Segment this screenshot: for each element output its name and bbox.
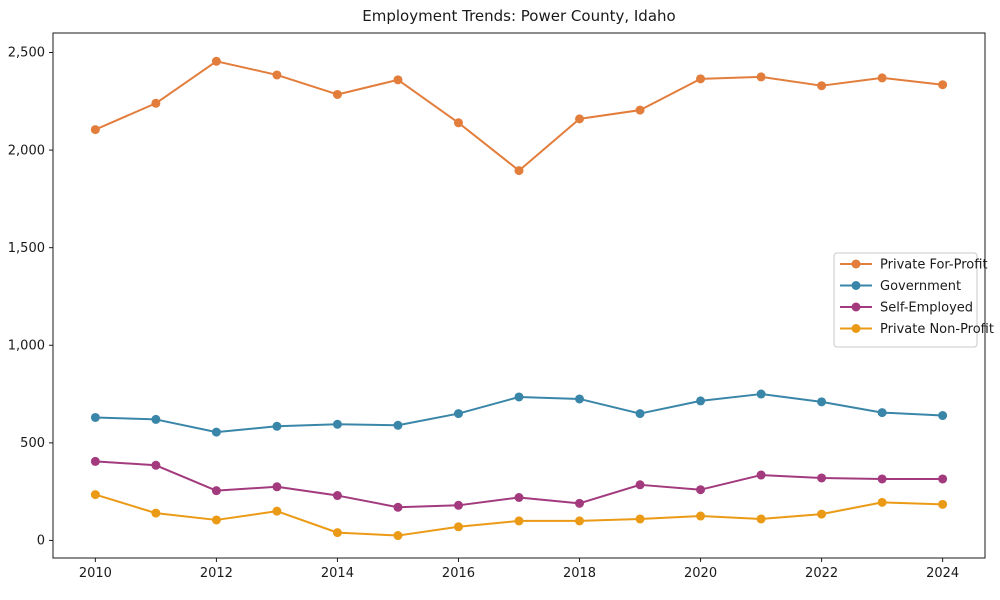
- x-tick-label: 2022: [805, 566, 838, 581]
- data-point: [938, 499, 948, 509]
- data-point: [756, 72, 766, 82]
- x-tick-label: 2016: [442, 566, 475, 581]
- legend-label: Government: [880, 279, 961, 294]
- data-point: [90, 412, 100, 422]
- data-point: [817, 509, 827, 519]
- data-point: [332, 419, 342, 429]
- data-point: [453, 118, 463, 128]
- data-point: [575, 114, 585, 124]
- data-point: [938, 411, 948, 421]
- data-point: [877, 474, 887, 484]
- legend: Private For-Profit Government Self-Employe…: [833, 252, 994, 348]
- data-point: [453, 522, 463, 532]
- data-point: [514, 392, 524, 402]
- data-point: [453, 500, 463, 510]
- data-point: [756, 389, 766, 399]
- data-point: [696, 511, 706, 521]
- data-point: [817, 473, 827, 483]
- data-point: [696, 396, 706, 406]
- data-point: [817, 397, 827, 407]
- data-point: [938, 474, 948, 484]
- y-tick-label: 500: [20, 436, 45, 451]
- data-point: [90, 125, 100, 135]
- data-point: [696, 485, 706, 495]
- y-tick-label: 1,500: [8, 241, 45, 256]
- data-point: [635, 105, 645, 115]
- plot-area: 0 500 1,000 1,500 2,000 2,500 2010 2012 2014 2016…: [8, 32, 994, 581]
- data-point: [272, 70, 282, 80]
- data-point: [575, 516, 585, 526]
- legend-swatch-marker: [851, 324, 861, 333]
- data-point: [575, 394, 585, 404]
- legend-swatch-marker: [851, 302, 861, 312]
- y-tick-label: 2,500: [8, 46, 45, 61]
- legend-label: Private For-Profit: [880, 257, 988, 272]
- data-point: [393, 75, 403, 85]
- data-point: [151, 508, 161, 518]
- x-tick-label: 2024: [926, 566, 959, 581]
- y-tick-label: 2,000: [8, 143, 45, 158]
- data-point: [151, 98, 161, 108]
- data-point: [211, 515, 221, 525]
- y-tick-label: 0: [37, 534, 45, 549]
- data-point: [90, 490, 100, 500]
- data-point: [211, 486, 221, 496]
- x-tick-label: 2020: [684, 566, 717, 581]
- data-point: [635, 480, 645, 490]
- legend-swatch-marker: [851, 259, 861, 269]
- data-point: [514, 516, 524, 526]
- legend-swatch-marker: [851, 281, 861, 290]
- x-tick-label: 2014: [321, 566, 354, 581]
- x-tick-label: 2012: [200, 566, 233, 581]
- data-point: [453, 409, 463, 419]
- data-point: [514, 492, 524, 502]
- data-point: [272, 482, 282, 492]
- legend-box: [833, 252, 978, 348]
- data-point: [877, 408, 887, 418]
- legend-label: Self-Employed: [880, 300, 973, 315]
- data-point: [696, 74, 706, 84]
- data-point: [393, 502, 403, 512]
- data-point: [211, 56, 221, 66]
- data-point: [393, 531, 403, 541]
- data-point: [514, 166, 524, 176]
- y-tick-label: 1,000: [8, 338, 45, 353]
- data-point: [635, 514, 645, 524]
- data-point: [151, 414, 161, 424]
- chart-title: Employment Trends: Power County, Idaho: [362, 7, 675, 25]
- data-point: [756, 514, 766, 524]
- data-point: [877, 497, 887, 507]
- data-point: [817, 81, 827, 91]
- data-point: [877, 73, 887, 83]
- data-point: [393, 420, 403, 430]
- data-point: [756, 470, 766, 480]
- data-point: [332, 89, 342, 99]
- data-point: [211, 427, 221, 437]
- data-point: [332, 491, 342, 501]
- legend-label: Private Non-Profit: [880, 322, 994, 337]
- x-tick-label: 2010: [79, 566, 112, 581]
- data-point: [938, 80, 948, 90]
- data-point: [272, 421, 282, 431]
- x-tick-label: 2018: [563, 566, 596, 581]
- data-point: [151, 460, 161, 470]
- data-point: [90, 456, 100, 466]
- plot-frame: [52, 32, 986, 559]
- data-point: [332, 528, 342, 538]
- data-point: [575, 498, 585, 508]
- data-point: [272, 506, 282, 516]
- series-line: [94, 60, 943, 172]
- data-point: [635, 409, 645, 419]
